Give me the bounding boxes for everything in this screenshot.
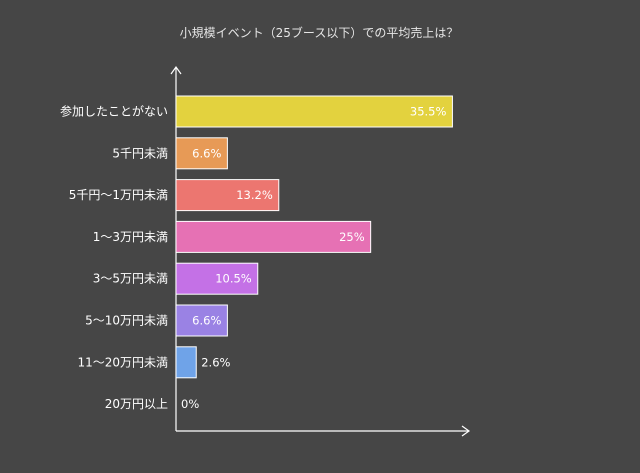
category-label: 11〜20万円未満: [77, 355, 168, 369]
category-label: 1〜3万円未満: [93, 230, 168, 244]
category-label: 3〜5万円未満: [93, 272, 168, 286]
bar: [175, 95, 453, 128]
data-label: 2.6%: [201, 355, 230, 369]
bar: [175, 137, 228, 170]
data-label: 13.2%: [236, 188, 273, 202]
bar: [175, 304, 228, 337]
category-label: 参加したことがない: [60, 104, 168, 119]
data-label: 6.6%: [192, 146, 221, 160]
data-label: 35.5%: [410, 105, 447, 119]
bar: [175, 220, 372, 253]
category-label: 5千円〜1万円未満: [69, 188, 168, 202]
data-label: 10.5%: [215, 272, 252, 286]
bar: [175, 179, 280, 212]
chart-title: 小規模イベント（25ブース以下）での平均売上は？: [180, 25, 459, 40]
category-label: 5千円未満: [112, 146, 168, 160]
data-label: 0%: [181, 397, 199, 411]
bar: [175, 262, 259, 295]
x-axis-arrow: [461, 425, 471, 437]
category-label: 5〜10万円未満: [85, 314, 168, 328]
category-label: 20万円以上: [105, 397, 168, 411]
data-label: 6.6%: [192, 314, 221, 328]
y-axis-arrow: [170, 65, 182, 75]
bars-group: 参加したことがない 35.5% 5千円未満 6.6% 5千円〜1万円未満 13.2% 1〜3…: [60, 95, 453, 411]
data-label: 25%: [339, 230, 365, 244]
bar: [175, 346, 197, 379]
